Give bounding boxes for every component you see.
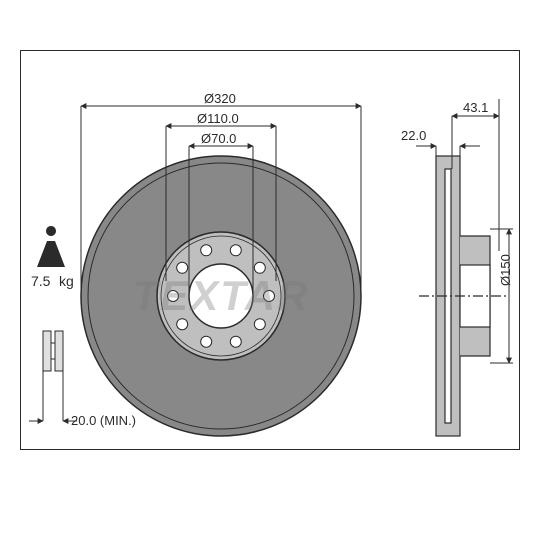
min-thickness-icon: [43, 331, 63, 371]
weight-unit: kg: [59, 273, 74, 289]
dim-bolt: Ø110.0: [197, 111, 239, 126]
dim-swept: Ø150: [498, 254, 513, 286]
drawing-frame: Ø320 Ø110.0 Ø70.0 22.0 43.1 Ø150 7.5 kg …: [20, 50, 520, 450]
dim-min-thick: 20.0 (MIN.): [71, 413, 136, 428]
dim-thickness: 22.0: [401, 128, 426, 143]
dim-hub: Ø70.0: [201, 131, 236, 146]
weight-value: 7.5: [31, 273, 50, 289]
dim-outer: Ø320: [204, 91, 236, 106]
disc-side-view: [419, 156, 506, 436]
weight-icon: [37, 226, 65, 267]
dim-offset: 43.1: [463, 100, 488, 115]
watermark: TEXTAR: [133, 272, 310, 320]
drawing-svg: [21, 51, 521, 451]
